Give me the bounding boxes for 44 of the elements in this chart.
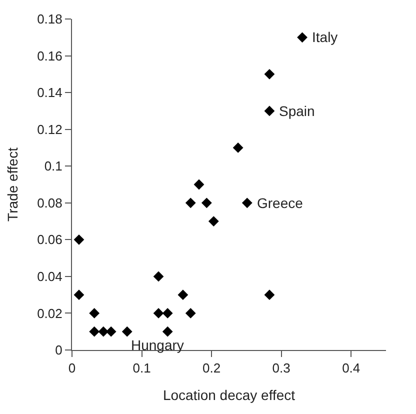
annotation: Hungary — [131, 337, 184, 353]
point — [201, 198, 212, 208]
point — [264, 106, 275, 116]
point — [162, 326, 173, 337]
y-tick-label: 0.12 — [37, 122, 62, 137]
point — [153, 271, 164, 282]
x-tick-label: 0.4 — [342, 360, 360, 376]
point — [98, 326, 109, 337]
y-axis-title: Trade effect — [4, 147, 21, 222]
point — [242, 198, 252, 208]
point — [208, 216, 219, 226]
x-tick-label: 0.3 — [272, 360, 290, 376]
y-tick-label: 0.18 — [37, 12, 62, 27]
point — [106, 326, 116, 337]
x-tick-label: 0 — [68, 360, 76, 376]
point — [185, 198, 196, 208]
y-tick-label: 0.08 — [37, 195, 62, 210]
y-tick-label: 0.14 — [37, 85, 62, 100]
y-tick-label: 0.16 — [37, 48, 62, 64]
annotation: Spain — [279, 103, 315, 119]
point — [264, 290, 275, 300]
point — [122, 326, 132, 337]
y-tick-label: 0.1 — [44, 158, 62, 174]
y-tick-label: 0 — [55, 342, 62, 358]
point — [162, 308, 173, 318]
x-axis-title: Location decay effect — [162, 386, 296, 403]
point — [194, 179, 204, 190]
point — [178, 290, 188, 300]
annotation: Greece — [257, 195, 304, 211]
point — [153, 308, 164, 318]
point — [232, 142, 244, 153]
x-tick-label: 0.2 — [202, 360, 221, 376]
point — [297, 32, 308, 43]
y-tick-label: 0.06 — [37, 232, 62, 248]
point — [89, 326, 100, 337]
annotation: Italy — [312, 29, 338, 45]
point — [185, 308, 196, 318]
point — [89, 308, 100, 318]
point — [74, 234, 84, 245]
y-tick-label: 0.02 — [37, 306, 62, 321]
x-tick-label: 0.1 — [132, 360, 151, 376]
point — [264, 68, 275, 80]
point — [74, 290, 84, 300]
y-tick-label: 0.04 — [37, 268, 62, 284]
